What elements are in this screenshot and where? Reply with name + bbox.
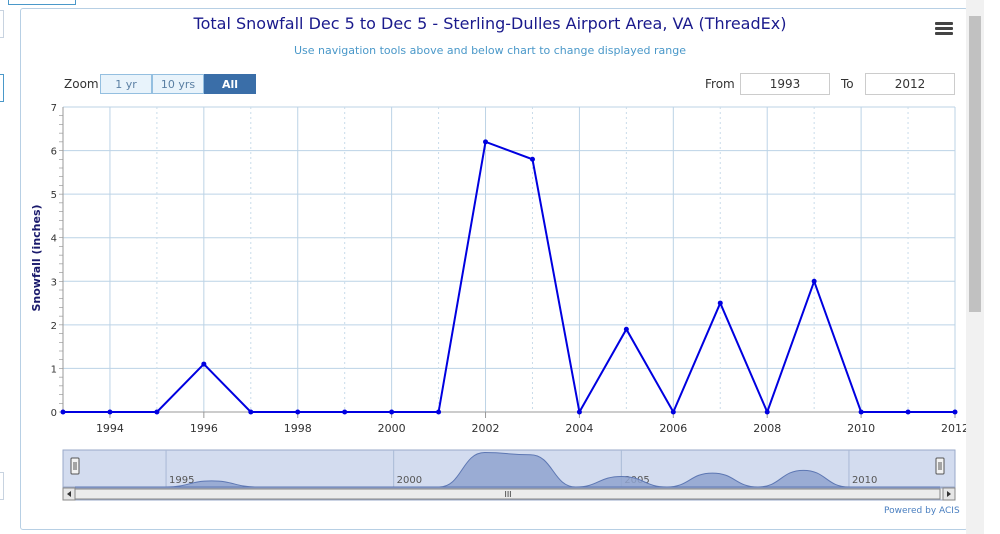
data-point[interactable] bbox=[670, 409, 676, 415]
x-tick-label: 2006 bbox=[659, 422, 687, 435]
left-tab bbox=[0, 10, 4, 38]
data-point[interactable] bbox=[905, 409, 911, 415]
data-point[interactable] bbox=[952, 409, 958, 415]
y-axis-label: Snowfall (inches) bbox=[30, 204, 43, 311]
y-tick-label: 7 bbox=[51, 103, 57, 114]
page-scrollbar-thumb[interactable] bbox=[969, 16, 981, 312]
data-point[interactable] bbox=[576, 409, 582, 415]
navigator-tick-label: 2000 bbox=[397, 475, 422, 486]
data-point[interactable] bbox=[201, 361, 207, 367]
to-label: To bbox=[841, 77, 854, 91]
chevron-right-icon bbox=[947, 491, 951, 497]
data-point[interactable] bbox=[529, 156, 535, 162]
x-tick-label: 1996 bbox=[190, 422, 218, 435]
y-tick-label: 0 bbox=[51, 408, 57, 419]
data-point[interactable] bbox=[717, 300, 723, 306]
chevron-left-icon bbox=[67, 491, 71, 497]
navigator-left-handle[interactable] bbox=[70, 457, 80, 475]
to-date-input[interactable] bbox=[865, 73, 955, 95]
data-point[interactable] bbox=[342, 409, 348, 415]
series-line bbox=[63, 140, 955, 415]
data-point[interactable] bbox=[858, 409, 864, 415]
x-tick-label: 1998 bbox=[284, 422, 312, 435]
from-date-input[interactable] bbox=[740, 73, 830, 95]
y-tick-label: 6 bbox=[51, 147, 57, 158]
hamburger-menu-icon[interactable] bbox=[935, 22, 953, 36]
data-point[interactable] bbox=[60, 409, 66, 415]
y-tick-label: 3 bbox=[51, 277, 57, 288]
navigator-tick-label: 1995 bbox=[169, 475, 194, 486]
x-tick-label: 1994 bbox=[96, 422, 124, 435]
data-point[interactable] bbox=[389, 409, 395, 415]
zoom-all-button[interactable]: All bbox=[204, 74, 256, 94]
scrollbar-grip: III bbox=[504, 490, 511, 499]
data-point[interactable] bbox=[295, 409, 301, 415]
y-tick-label: 4 bbox=[51, 234, 57, 245]
navigator-right-handle[interactable] bbox=[935, 457, 945, 475]
data-point[interactable] bbox=[623, 326, 629, 332]
y-tick-label: 2 bbox=[51, 321, 57, 332]
x-tick-label: 2008 bbox=[753, 422, 781, 435]
from-label: From bbox=[705, 77, 735, 91]
y-tick-label: 5 bbox=[51, 190, 57, 201]
data-point[interactable] bbox=[764, 409, 770, 415]
x-tick-label: 2012 bbox=[941, 422, 969, 435]
credits-link[interactable]: Powered by ACIS bbox=[884, 506, 960, 516]
navigator-area bbox=[74, 452, 941, 488]
navigator-tick-label: 2010 bbox=[852, 475, 877, 486]
chart-title: Total Snowfall Dec 5 to Dec 5 - Sterling… bbox=[193, 14, 787, 33]
top-edge bbox=[8, 0, 76, 5]
chart-subtitle: Use navigation tools above and below cha… bbox=[293, 44, 687, 57]
chart-panel bbox=[20, 8, 968, 530]
left-tab bbox=[0, 472, 4, 500]
data-point[interactable] bbox=[483, 139, 489, 145]
data-point[interactable] bbox=[811, 278, 817, 284]
x-tick-label: 2002 bbox=[472, 422, 500, 435]
zoom-1yr-button[interactable]: 1 yr bbox=[100, 74, 152, 94]
y-tick-label: 1 bbox=[51, 364, 57, 375]
x-tick-label: 2010 bbox=[847, 422, 875, 435]
data-point[interactable] bbox=[436, 409, 442, 415]
left-tab bbox=[0, 74, 4, 102]
x-tick-label: 2000 bbox=[378, 422, 406, 435]
zoom-10yrs-button[interactable]: 10 yrs bbox=[152, 74, 204, 94]
zoom-label: Zoom bbox=[64, 77, 99, 91]
data-point[interactable] bbox=[107, 409, 113, 415]
data-point[interactable] bbox=[154, 409, 160, 415]
data-point[interactable] bbox=[248, 409, 254, 415]
x-tick-label: 2004 bbox=[565, 422, 593, 435]
